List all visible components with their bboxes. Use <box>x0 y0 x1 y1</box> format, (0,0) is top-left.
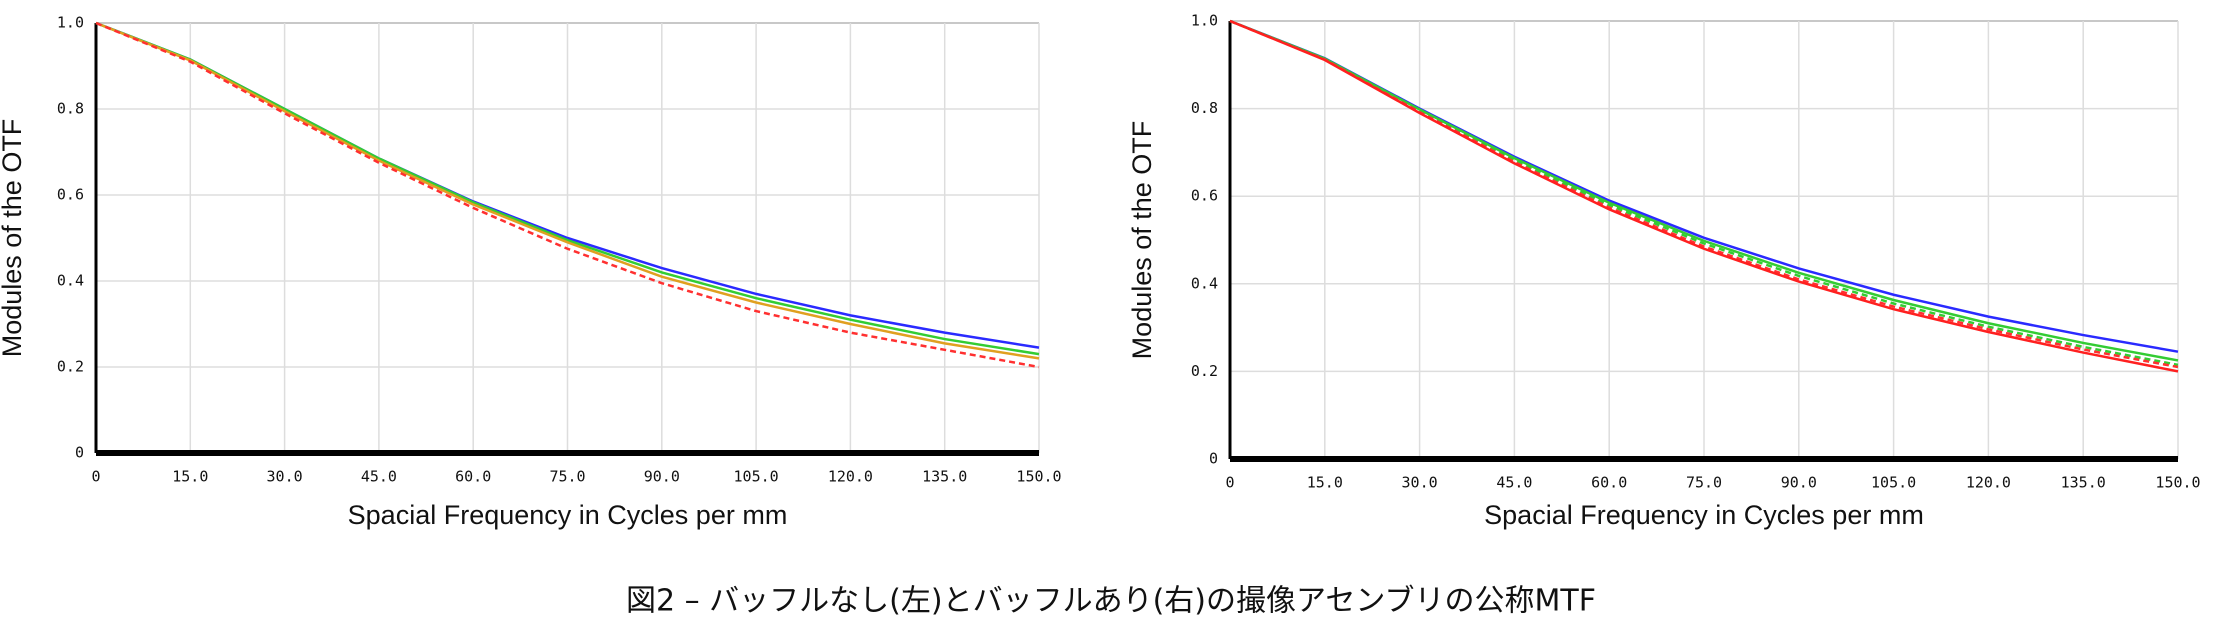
x-tick-label: 135.0 <box>2061 474 2106 492</box>
x-tick-label: 15.0 <box>1307 474 1343 492</box>
y-tick-label: 1.0 <box>1191 12 1218 30</box>
y-tick-label: 1.0 <box>57 14 84 32</box>
caption: 図2 – バッフルなし(左)とバッフルあり(右)の撮像アセンブリの公称MTF <box>626 584 1596 618</box>
x-tick-label: 60.0 <box>1591 474 1627 492</box>
x-tick-label: 75.0 <box>1686 474 1722 492</box>
x-tick-label: 105.0 <box>734 468 779 486</box>
y-tick-label: 0.8 <box>57 100 84 118</box>
x-axis-label: Spacial Frequency in Cycles per mm <box>1484 500 1924 530</box>
x-axis-label: Spacial Frequency in Cycles per mm <box>348 500 788 530</box>
x-tick-label: 45.0 <box>361 468 397 486</box>
y-tick-label: 0.2 <box>57 358 84 376</box>
y-tick-label: 0 <box>1209 450 1218 468</box>
x-tick-label: 120.0 <box>1966 474 2011 492</box>
y-tick-label: 0.2 <box>1191 362 1218 380</box>
x-tick-label: 120.0 <box>828 468 873 486</box>
series-line <box>95 21 1040 369</box>
series-line <box>95 21 1040 356</box>
x-tick-label: 0 <box>1225 474 1234 492</box>
y-tick-label: 0.8 <box>1191 99 1218 117</box>
x-tick-label: 150.0 <box>1016 468 1061 486</box>
x-tick-label: 90.0 <box>644 468 680 486</box>
x-tick-label: 135.0 <box>922 468 967 486</box>
series-line <box>95 21 1040 360</box>
x-tick-label: 0 <box>91 468 100 486</box>
x-tick-label: 105.0 <box>1871 474 1916 492</box>
x-tick-label: 15.0 <box>172 468 208 486</box>
y-tick-label: 0.6 <box>57 186 84 204</box>
x-tick-label: 45.0 <box>1496 474 1532 492</box>
y-tick-label: 0 <box>75 444 84 462</box>
x-tick-label: 150.0 <box>2155 474 2200 492</box>
y-tick-label: 0.4 <box>1191 274 1218 292</box>
x-tick-label: 30.0 <box>1402 474 1438 492</box>
x-tick-label: 90.0 <box>1781 474 1817 492</box>
x-tick-label: 60.0 <box>455 468 491 486</box>
x-tick-label: 30.0 <box>267 468 303 486</box>
y-axis-label: Modules of the OTF <box>1127 121 1157 360</box>
y-axis-label: Modules of the OTF <box>0 119 27 358</box>
y-tick-label: 0.6 <box>1191 187 1218 205</box>
series-line <box>1229 19 2179 373</box>
x-tick-label: 75.0 <box>549 468 585 486</box>
y-tick-label: 0.4 <box>57 272 84 290</box>
